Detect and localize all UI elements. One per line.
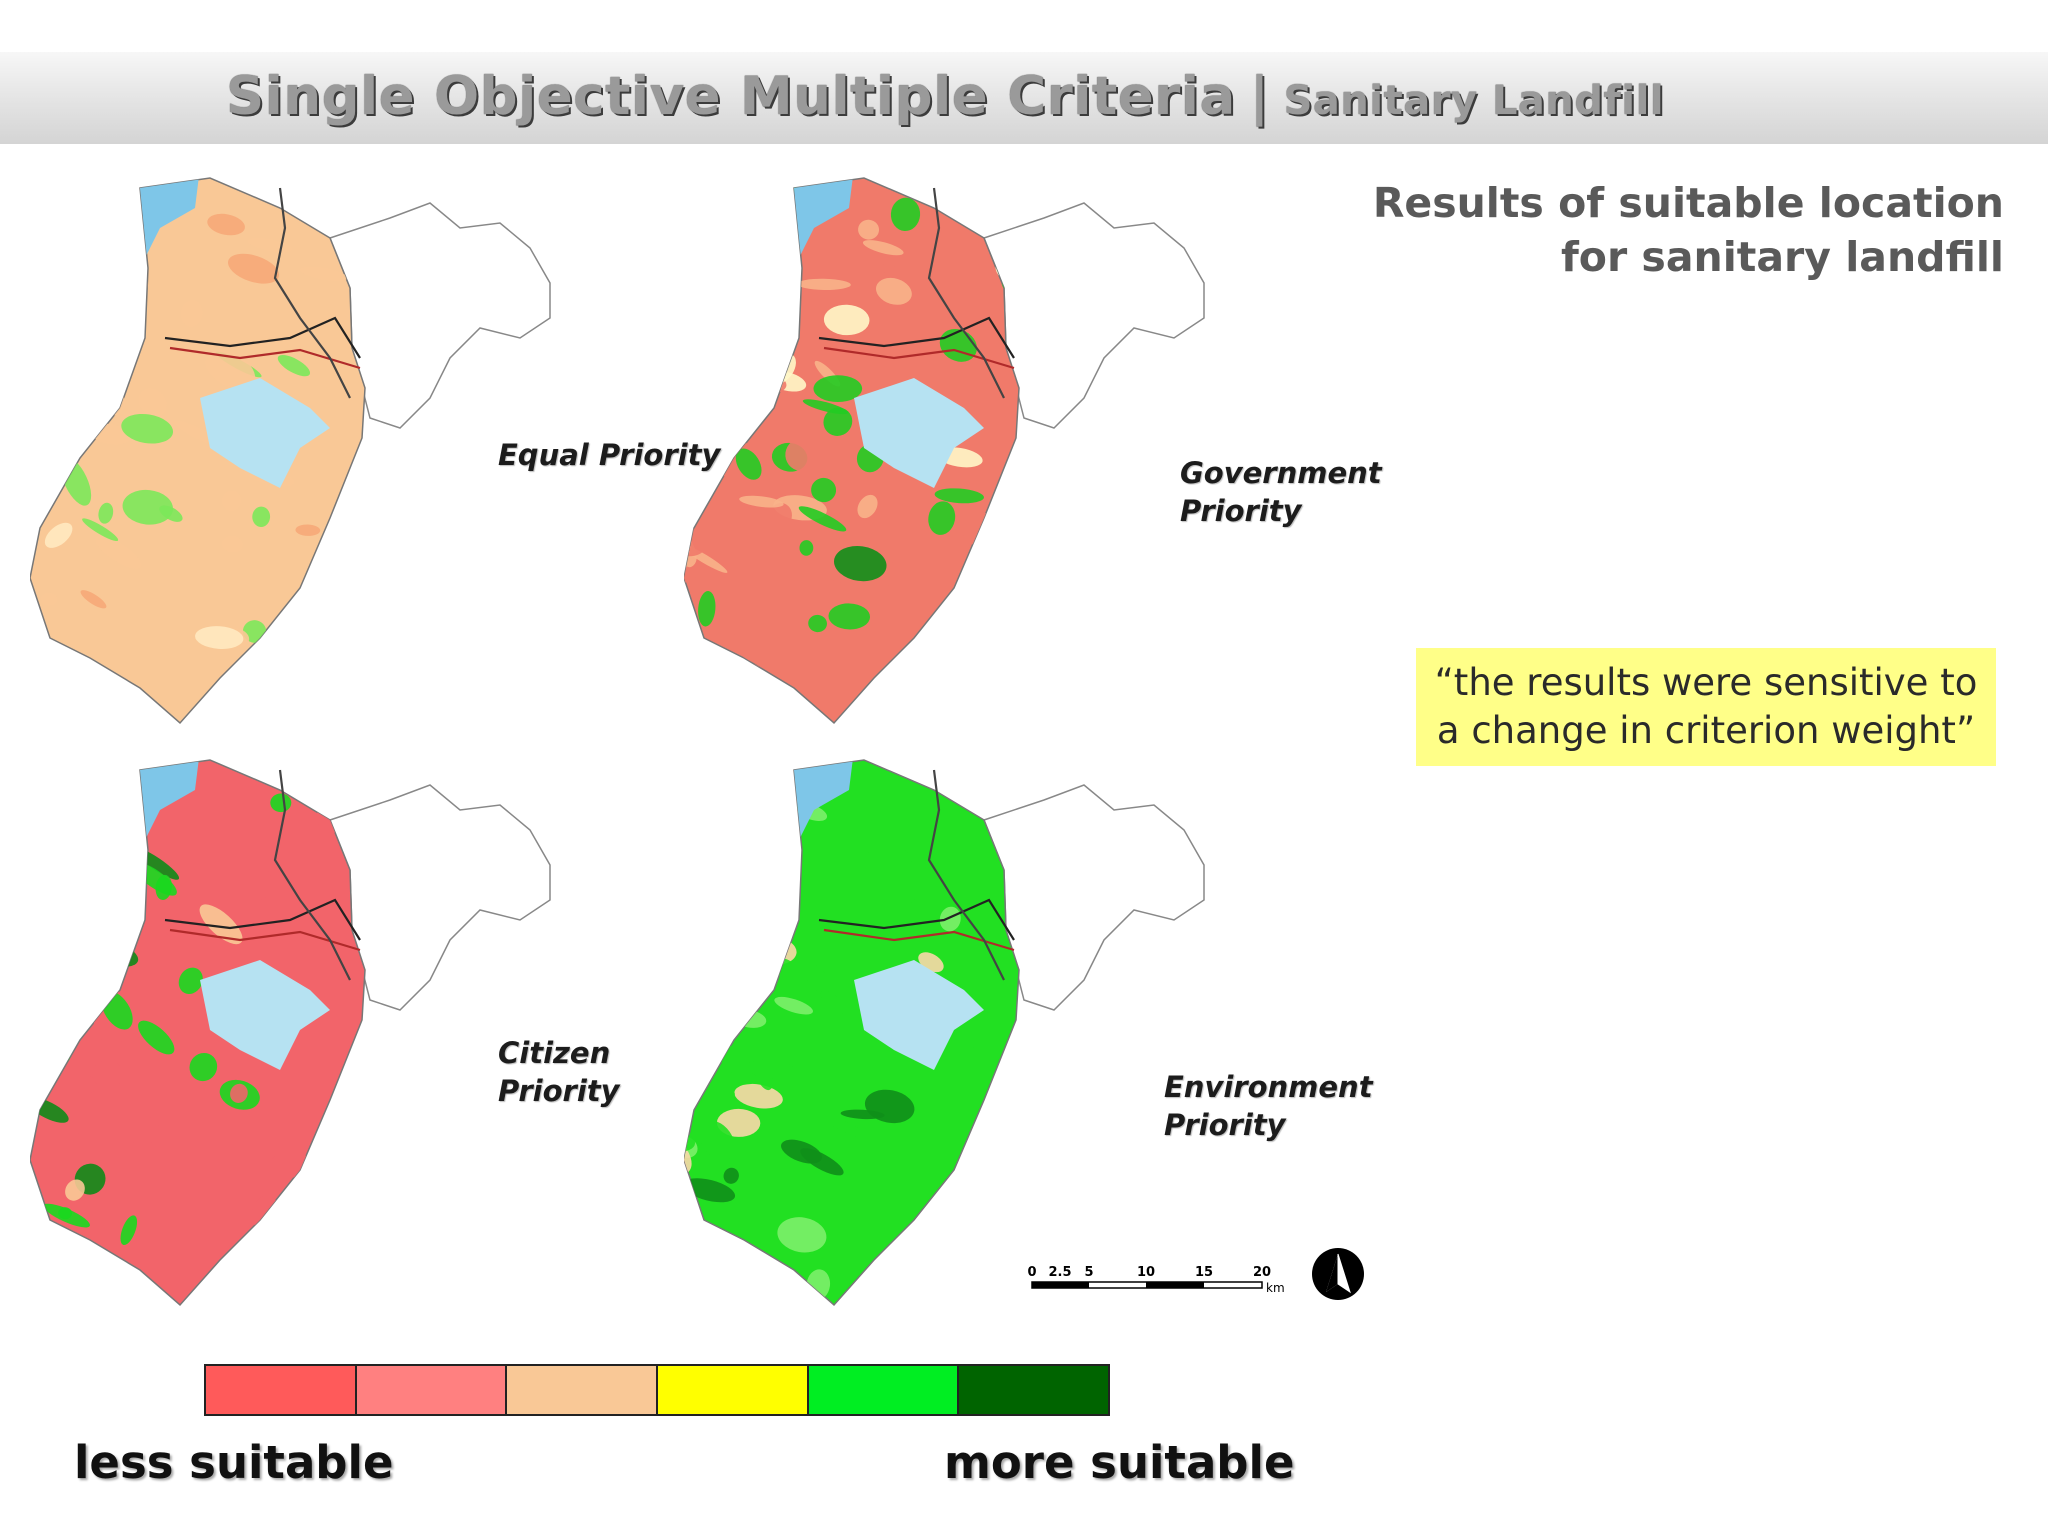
sea <box>135 760 200 850</box>
legend-swatch <box>959 1366 1109 1414</box>
title-separator: | <box>1249 66 1270 127</box>
suitability-map <box>30 759 551 1307</box>
map-label: Citizen Priority <box>498 1034 620 1110</box>
title-main: Single Objective Multiple Criteria <box>226 66 1236 127</box>
road <box>927 187 1005 399</box>
scale-unit: km <box>1266 1281 1285 1295</box>
map-label: Equal Priority <box>498 436 720 474</box>
results-line-1: Results of suitable location <box>1372 179 2004 227</box>
road <box>273 187 351 399</box>
road <box>164 898 361 941</box>
results-line-2: for sanitary landfill <box>1560 233 2004 281</box>
reservoir <box>854 960 984 1070</box>
map-label: Government Priority <box>1180 454 1382 530</box>
legend-swatch <box>808 1366 960 1414</box>
map-label-line-1: Government <box>1180 456 1382 490</box>
map-government-priority: Government Priority <box>684 168 1414 728</box>
scale-tick-3: 10 <box>1137 1265 1155 1280</box>
suitability-map <box>684 177 1205 725</box>
map-west-region <box>684 759 1020 1307</box>
scale-tick-5: 20 <box>1253 1265 1271 1280</box>
legend-color-bar <box>204 1364 1110 1416</box>
quote-line-2: a change in criterion weight” <box>1436 709 1976 752</box>
map-citizen-priority: Citizen Priority <box>30 750 760 1310</box>
reservoir <box>200 378 330 488</box>
sea <box>789 178 854 268</box>
slide-title: Single Objective Multiple Criteria | Sanit… <box>226 66 1664 127</box>
map-label-line-2: Priority <box>1180 494 1302 528</box>
scale-bar: 0 2.5 5 10 15 20 km <box>1027 1265 1285 1295</box>
suitability-map <box>30 177 551 725</box>
quote-line-1: “the results were sensitive to <box>1434 661 1978 704</box>
legend-swatch <box>206 1366 357 1414</box>
sea <box>789 760 854 850</box>
map-label-line-1: Citizen <box>498 1036 611 1070</box>
scale-tick-4: 15 <box>1195 1265 1213 1280</box>
map-equal-priority: Equal Priority <box>30 168 760 728</box>
sea <box>135 178 200 268</box>
road <box>927 769 1005 981</box>
reservoir <box>200 960 330 1070</box>
legend-swatch <box>507 1366 659 1414</box>
road <box>273 769 351 981</box>
map-label-line-1: Equal Priority <box>498 438 721 472</box>
reservoir <box>854 378 984 488</box>
legend-swatch <box>658 1366 809 1414</box>
map-environment-priority: Environment Priority <box>684 750 1414 1310</box>
scale-tick-0: 0 <box>1027 1265 1036 1280</box>
legend-swatch <box>356 1366 508 1414</box>
north-arrow-icon <box>1312 1248 1364 1300</box>
map-west-region <box>30 177 366 725</box>
map-label: Environment Priority <box>1164 1068 1373 1144</box>
results-heading: Results of suitable location for sanitar… <box>1304 176 2004 284</box>
scale-tick-1: 2.5 <box>1048 1265 1071 1280</box>
road <box>818 898 1015 941</box>
scale-tick-2: 5 <box>1084 1265 1093 1280</box>
map-label-line-2: Priority <box>1164 1108 1286 1142</box>
map-label-line-2: Priority <box>498 1074 620 1108</box>
legend-less-suitable: less suitable <box>74 1436 394 1489</box>
title-subtitle: Sanitary Landfill <box>1283 78 1665 124</box>
suitability-map <box>684 759 1205 1307</box>
legend-more-suitable: more suitable <box>944 1436 1295 1489</box>
road <box>818 316 1015 359</box>
quote-callout: “the results were sensitive to a change … <box>1416 648 1996 766</box>
map-label-line-1: Environment <box>1164 1070 1373 1104</box>
title-band <box>0 52 2048 144</box>
road <box>164 316 361 359</box>
